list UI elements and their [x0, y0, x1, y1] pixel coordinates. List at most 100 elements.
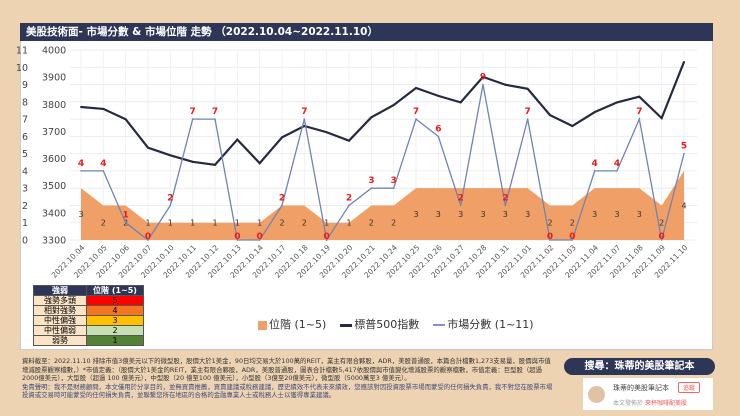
- level-area: [81, 170, 684, 240]
- y-right-tick-label: 3700: [42, 127, 66, 138]
- score-data-label: 9: [480, 73, 486, 83]
- avatar: [588, 386, 605, 403]
- sp500-point: [214, 163, 216, 166]
- sp500-point: [370, 116, 373, 119]
- score-point: [437, 135, 440, 138]
- score-point: [191, 118, 194, 120]
- level-data-label: 1: [346, 219, 351, 228]
- sp500-point: [348, 139, 350, 142]
- level-data-label: 3: [525, 210, 530, 219]
- level-table: 強弱 位階 (1~5) 強勢多頭 5 相對強勢 4 中性偏強 3 中性偏弱 2 弱勢 1: [33, 285, 144, 346]
- level-data-label: 1: [235, 219, 240, 228]
- score-data-label: 7: [636, 107, 642, 117]
- table-row: 中性偏強 3: [33, 315, 144, 326]
- sp500-point: [437, 94, 440, 97]
- score-point: [348, 204, 350, 207]
- level-data-label: 3: [458, 210, 463, 219]
- score-data-label: 3: [391, 176, 397, 186]
- score-data-label: 2: [167, 193, 173, 203]
- score-point: [303, 118, 306, 120]
- score-point: [236, 239, 239, 241]
- y-right-tick-label: 3600: [42, 154, 66, 165]
- score-point: [526, 118, 529, 120]
- score-point: [281, 204, 283, 207]
- y-left-tick-label: 2: [22, 201, 28, 212]
- level-data-label: 2: [659, 219, 664, 228]
- score-data-label: 3: [368, 176, 374, 186]
- score-point: [370, 187, 373, 189]
- sp500-point: [549, 114, 551, 117]
- sp500-point: [660, 117, 663, 120]
- published-site-link[interactable]: 來杯咖啡配美股: [644, 400, 687, 407]
- score-data-label: 2: [502, 193, 508, 203]
- level-data-label: 1: [168, 219, 173, 228]
- sp500-point: [593, 111, 596, 114]
- y-left-tick-label: 3: [22, 184, 28, 195]
- level-data-label: 2: [302, 219, 307, 228]
- level-data-label: 3: [413, 210, 418, 219]
- published-note: 本文發佈於 來杯咖啡配美股: [613, 400, 687, 407]
- data-note: 資料截至：2022.11.10 排除市值3億美元以下的微型股，股價大於1美金，9…: [22, 357, 551, 383]
- score-data-label: 7: [190, 107, 196, 117]
- level-data-label: 2: [547, 219, 552, 228]
- level-data-label: 1: [324, 219, 329, 228]
- score-point: [504, 204, 507, 207]
- y-right-tick-label: 3300: [42, 236, 66, 247]
- sp500-point: [169, 154, 172, 157]
- level-data-label: 3: [78, 210, 83, 219]
- level-data-label: 1: [190, 219, 195, 228]
- row-value: 3: [86, 315, 144, 326]
- sp500-point: [504, 83, 507, 86]
- row-value: 5: [86, 295, 144, 306]
- follow-button[interactable]: 追蹤: [678, 382, 701, 393]
- score-data-label: 2: [346, 193, 352, 203]
- row-label: 強勢多頭: [33, 295, 87, 306]
- table-row: 相對強勢 4: [33, 305, 144, 316]
- sp500-point: [415, 87, 417, 89]
- y-left-tick-label: 1: [22, 218, 28, 229]
- sp500-point: [191, 160, 194, 163]
- score-data-label: 0: [257, 232, 263, 242]
- score-point: [638, 118, 641, 120]
- score-data-label: 1: [123, 211, 129, 221]
- level-data-label: 2: [101, 219, 106, 228]
- score-data-label: 4: [100, 159, 106, 169]
- score-point: [482, 83, 484, 86]
- footer-notes: 資料截至：2022.11.10 排除市值3億美元以下的微型股，股價大於1美金，9…: [22, 357, 557, 400]
- level-data-label: 3: [503, 210, 508, 219]
- y-right-tick-label: 3900: [42, 73, 66, 84]
- row-value: 4: [86, 305, 144, 316]
- legend-item-level: 位階 (1~5): [258, 316, 326, 332]
- y-right-tick-label: 3800: [42, 100, 66, 111]
- y-left-tick-label: 4: [22, 166, 28, 177]
- sp500-point: [236, 138, 239, 141]
- y-left-tick-label: 11: [16, 46, 28, 57]
- score-point: [325, 239, 328, 241]
- level-data-label: 1: [257, 219, 262, 228]
- author-card[interactable]: 珠蒂的美股筆記本 追蹤 本文發佈於 來杯咖啡配美股: [583, 378, 713, 410]
- y-left-tick-label: 9: [22, 80, 28, 91]
- score-data-label: 0: [569, 232, 575, 242]
- y-left-tick-label: 6: [22, 132, 28, 143]
- sp500-point: [482, 75, 484, 78]
- sp500-point: [638, 95, 641, 98]
- score-data-label: 5: [681, 142, 687, 152]
- score-point: [593, 170, 596, 172]
- sp500-line: [80, 61, 686, 166]
- score-point: [616, 170, 618, 172]
- table-row: 弱勢 1: [33, 335, 144, 346]
- sp500-point: [303, 125, 306, 127]
- level-data-label: 3: [614, 210, 619, 219]
- score-point: [124, 221, 127, 224]
- y-left-tick-label: 8: [22, 97, 28, 108]
- level-data-label: 1: [212, 219, 217, 228]
- score-line: [81, 84, 685, 242]
- score-data-label: 4: [614, 159, 620, 169]
- sp500-point: [281, 136, 283, 139]
- sp500-point: [571, 125, 574, 127]
- score-point: [571, 239, 574, 241]
- y-right-tick-label: 4000: [42, 46, 66, 57]
- score-data-label: 0: [145, 232, 151, 242]
- score-data-label: 2: [458, 193, 464, 203]
- chart-legend: 位階 (1~5) 標普500指數 市場分數 (1~11): [258, 316, 534, 332]
